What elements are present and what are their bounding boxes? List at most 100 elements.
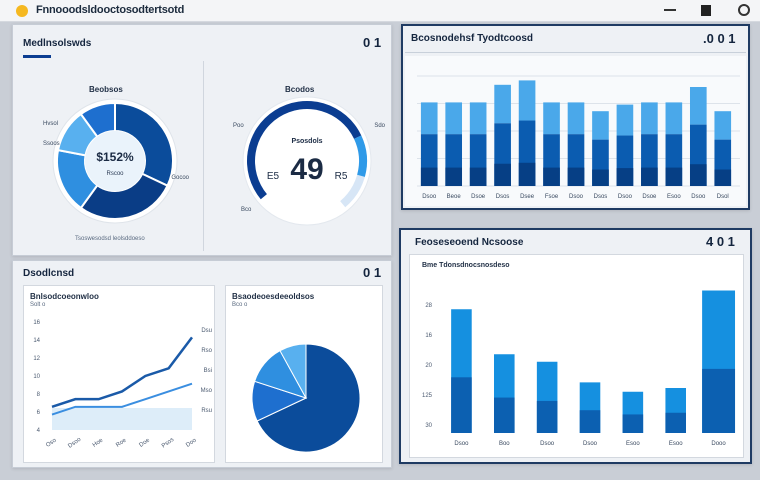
bar-base-12 bbox=[714, 169, 732, 186]
gauge-title: Bcodos bbox=[285, 85, 315, 94]
donut-title: Beobsos bbox=[89, 85, 123, 94]
bar-top-0 bbox=[420, 102, 438, 135]
rank-bar-shade-2 bbox=[536, 400, 558, 433]
donut-center-sub: Rscoo bbox=[106, 171, 124, 177]
pie-chart-card: Bsaodeoesdeeoldsos Bco o bbox=[225, 285, 383, 463]
x-tick: Doe bbox=[139, 437, 152, 449]
bar-base-11 bbox=[689, 164, 707, 186]
rank-bar-shade-5 bbox=[665, 412, 686, 433]
divider bbox=[405, 52, 746, 53]
overview-title: Medlnsolswds bbox=[23, 38, 92, 49]
bar-top-9 bbox=[641, 102, 658, 135]
y-tick: 4 bbox=[37, 428, 41, 434]
donut-label: Hvsol bbox=[43, 121, 58, 127]
series-line-1 bbox=[51, 382, 193, 416]
gauge-fill-accent bbox=[354, 135, 367, 177]
divider bbox=[203, 61, 204, 251]
y-tick: 14 bbox=[33, 338, 40, 344]
trends-number: 0 1 bbox=[363, 265, 382, 280]
bar-base-1 bbox=[445, 167, 463, 186]
x-tick: Psos bbox=[161, 437, 175, 450]
pie-chart bbox=[251, 343, 361, 453]
bar-base-10 bbox=[665, 167, 683, 186]
r-tick: Bsi bbox=[204, 368, 212, 374]
rank-label-5: Esoo bbox=[669, 441, 683, 447]
rank-label-2: Dsoo bbox=[540, 441, 555, 447]
gauge-suffix: R5 bbox=[335, 171, 348, 182]
y-tick: 28 bbox=[425, 303, 432, 309]
bar-top-6 bbox=[567, 102, 585, 135]
bar-label-2: Dsoe bbox=[471, 194, 486, 200]
bar-label-11: Dsoo bbox=[691, 194, 706, 200]
bar-panel-title: Bcosnodehsf Tyodtcoosd bbox=[411, 33, 534, 44]
bar-label-7: Dsos bbox=[594, 194, 608, 200]
donut-center-value: $152% bbox=[96, 150, 134, 164]
gauge-value: 49 bbox=[290, 153, 323, 186]
bar-label-10: Esoo bbox=[667, 194, 681, 200]
r-tick: Mso bbox=[201, 388, 213, 394]
ranking-bar-chart: 30 125 20 16 28 Dsoo Boo Dsoo Dsoo Esoo Esoo Dooo bbox=[422, 290, 736, 447]
line-chart-card: Bnlsodcoeonwloo Solt o 4 6 8 10 12 14 16 Dsu Rso… bbox=[23, 285, 215, 463]
pie-slice-3 bbox=[279, 343, 307, 399]
bar-base-7 bbox=[592, 169, 609, 186]
y-tick: 6 bbox=[37, 410, 41, 416]
y-tick: 8 bbox=[37, 392, 41, 398]
bar-label-3: Dsos bbox=[496, 194, 510, 200]
bar-chart: Dsoo Beoe Dsoe Dsos Dsee Fsoe Dsoo Dsos Dsoo Dsoe… bbox=[405, 56, 746, 206]
r-tick: Rsu bbox=[201, 408, 212, 414]
y-tick: 16 bbox=[33, 320, 40, 326]
r-tick: Dsu bbox=[201, 328, 212, 334]
rank-bar-shade-0 bbox=[451, 377, 472, 433]
rank-bar-shade-6 bbox=[702, 368, 736, 433]
bar-label-8: Dsoo bbox=[618, 194, 633, 200]
bar-label-9: Dsoe bbox=[642, 194, 657, 200]
overview-number: 0 1 bbox=[363, 35, 382, 50]
line-card-title: Bnlsodcoeonwloo bbox=[30, 292, 99, 301]
settings-icon[interactable] bbox=[738, 4, 750, 16]
y-tick: 16 bbox=[425, 333, 432, 339]
x-tick: Oso bbox=[45, 437, 58, 449]
bar-top-1 bbox=[445, 102, 463, 135]
trends-panel: Dsodlcnsd 0 1 Bnlsodcoeonwloo Solt o 4 6 8… bbox=[12, 260, 392, 468]
x-tick: Hoe bbox=[92, 437, 105, 449]
donut-chart: $152% Rscoo Hvsol Ssoos Gocoo bbox=[43, 98, 190, 224]
bar-base-4 bbox=[518, 162, 536, 186]
y-tick: 10 bbox=[33, 374, 40, 380]
gauge-label: Poo bbox=[233, 123, 244, 129]
line-card-subtitle: Solt o bbox=[30, 302, 46, 308]
x-tick: Doo bbox=[185, 437, 198, 449]
r-tick: Rso bbox=[201, 348, 212, 354]
bar-base-9 bbox=[641, 167, 658, 186]
donut-footer: Tsoswesodsd leolsddoeso bbox=[75, 236, 145, 242]
trends-title: Dsodlcnsd bbox=[23, 268, 75, 279]
bar-label-6: Dsoo bbox=[569, 194, 584, 200]
donut-label: Gocoo bbox=[171, 175, 189, 181]
gauge-label: Bco bbox=[241, 207, 252, 213]
rank-label-4: Esoo bbox=[626, 441, 640, 447]
minimize-icon[interactable] bbox=[662, 4, 678, 16]
rank-label-1: Boo bbox=[499, 441, 510, 447]
bar-label-4: Dsee bbox=[520, 194, 535, 200]
maximize-icon[interactable] bbox=[698, 4, 714, 18]
gauge-fill bbox=[247, 101, 362, 200]
bar-base-5 bbox=[543, 167, 560, 186]
line-chart: 4 6 8 10 12 14 16 Dsu Rso Bsi Mso Rsu Oso Dsoo Hoe Roe D… bbox=[33, 320, 213, 450]
app-title: Fnnooodsldooctosodtertsotd bbox=[36, 4, 185, 16]
bar-top-7 bbox=[592, 111, 609, 140]
bar-base-2 bbox=[469, 167, 487, 186]
donut-hole bbox=[85, 131, 145, 191]
y-tick: 12 bbox=[33, 356, 40, 362]
gauge-face bbox=[242, 96, 372, 226]
title-bar: Fnnooodsldooctosodtertsotd bbox=[0, 0, 760, 22]
bar-base-3 bbox=[494, 163, 511, 186]
bar-label-12: Dsol bbox=[717, 194, 729, 200]
app-logo-icon bbox=[16, 5, 28, 17]
rank-label-3: Dsoo bbox=[583, 441, 598, 447]
bar-base-6 bbox=[567, 167, 585, 186]
overview-panel: Medlnsolswds 0 1 Beobsos $152% Rscoo Hvsol… bbox=[12, 24, 392, 256]
bar-top-2 bbox=[469, 102, 487, 135]
pie-slice-0 bbox=[256, 343, 361, 453]
y-tick: 20 bbox=[425, 363, 432, 369]
bar-top-12 bbox=[714, 111, 732, 140]
rank-label-0: Dsoo bbox=[454, 441, 469, 447]
